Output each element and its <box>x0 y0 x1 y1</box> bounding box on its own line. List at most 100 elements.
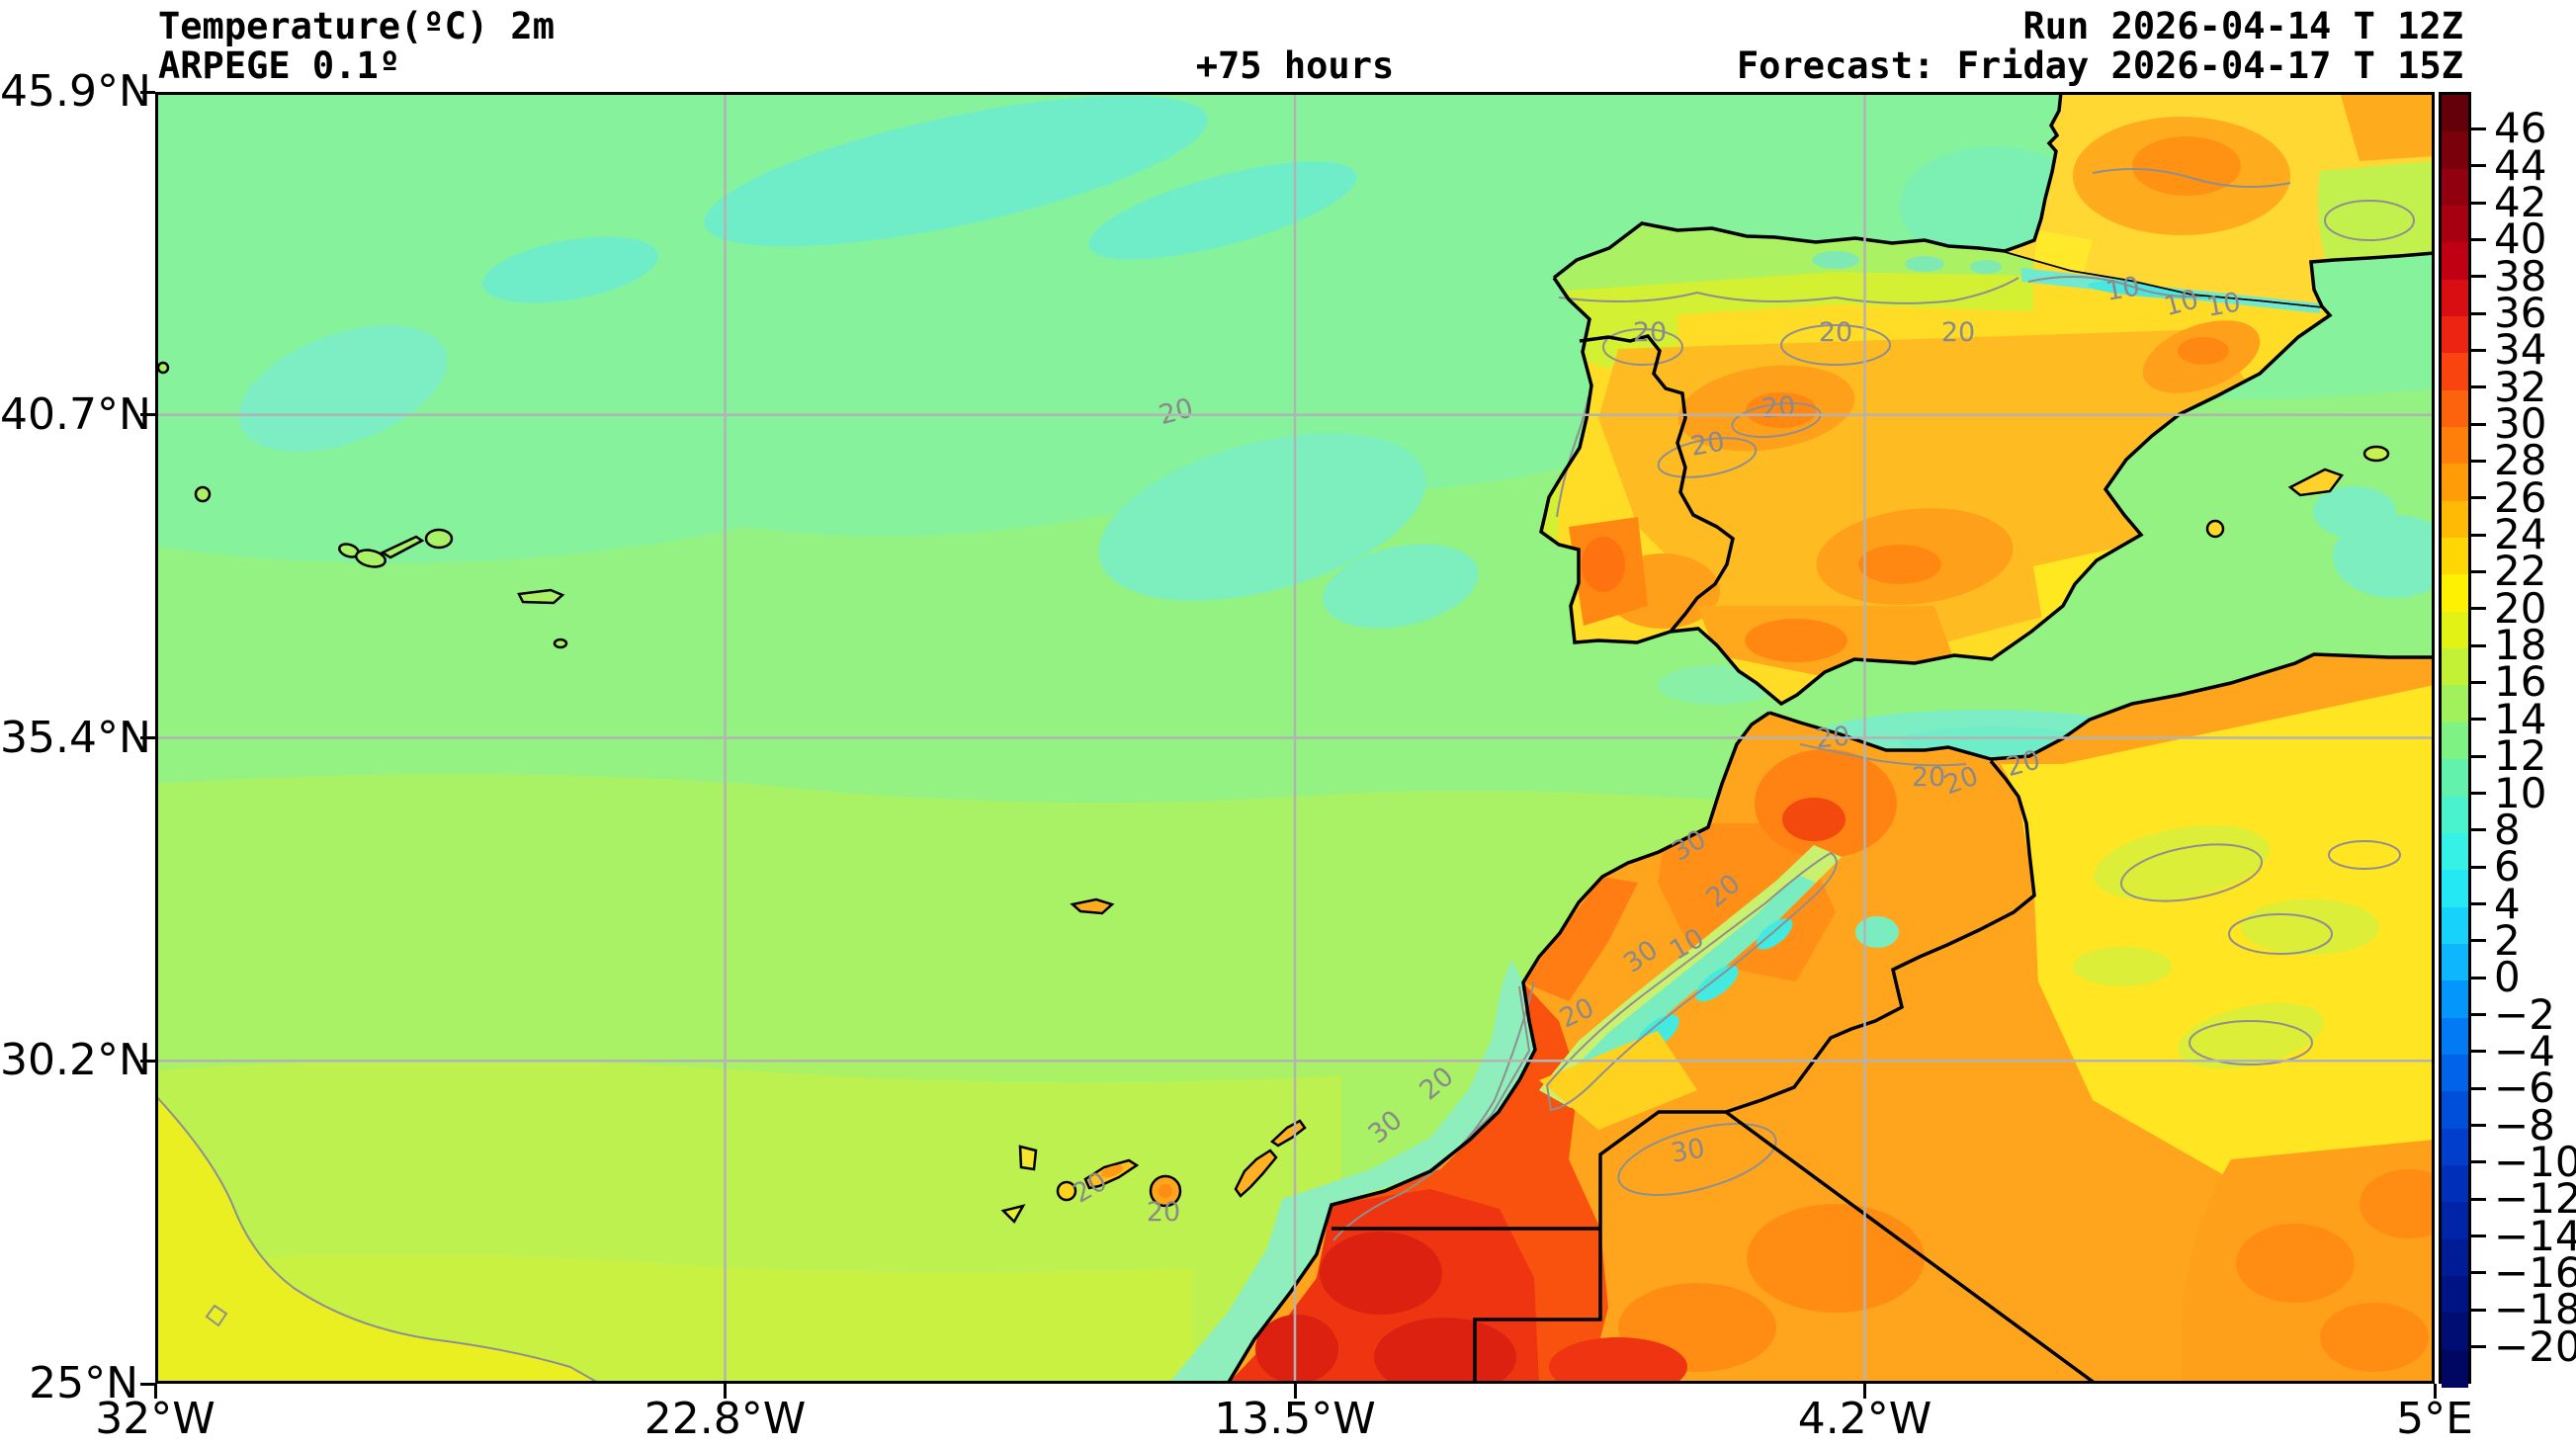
colorbar-segment <box>2442 906 2468 945</box>
colorbar-tick <box>2471 902 2486 906</box>
colorbar-tick-label: 4 <box>2494 879 2521 928</box>
colorbar-tick <box>2471 828 2486 832</box>
nspain-contour-line <box>1558 277 2019 304</box>
colorbar-tick-label: −4 <box>2494 1026 2555 1075</box>
x-tick-label: 4.2°W <box>1797 1394 1932 1444</box>
algeria-contour-ring <box>2119 843 2264 902</box>
colorbar-tick <box>2471 1197 2486 1201</box>
colorbar-tick <box>2471 348 2486 352</box>
gridlines <box>155 92 2435 1384</box>
colorbar-tick <box>2471 792 2486 795</box>
y-tick-label: 25°N <box>29 1358 138 1408</box>
colorbar-tick-label: −14 <box>2494 1211 2576 1260</box>
portugal-spain-border <box>1579 334 1735 634</box>
colorbar-segment <box>2442 206 2468 243</box>
colorbar-segment <box>2442 316 2468 354</box>
colorbar-tick <box>2471 1086 2486 1090</box>
colorbar-segment <box>2442 427 2468 466</box>
contour-value-label: 20 <box>1912 762 1945 793</box>
colorbar-segment <box>2442 168 2468 207</box>
western-sahara-borders <box>1331 1110 1726 1384</box>
y-tick <box>140 736 155 739</box>
colorbar-tick <box>2471 201 2486 205</box>
colorbar-tick <box>2471 422 2486 426</box>
contour-value-label: 10 <box>2204 287 2243 322</box>
colorbar-tick-label: 30 <box>2494 399 2547 449</box>
colorbar-segment <box>2442 279 2468 317</box>
colorbar-tick-label: 36 <box>2494 289 2547 338</box>
colorbar-tick-label: 38 <box>2494 251 2547 300</box>
colorbar-tick-label: −20 <box>2494 1321 2576 1371</box>
iberia-temperature-patches <box>1541 223 2320 675</box>
ocean-teal-patch <box>1098 433 1426 601</box>
y-tick <box>140 1382 155 1386</box>
colorbar-tick <box>2471 496 2486 500</box>
france-contour-ring <box>2324 200 2415 241</box>
y-tick <box>140 90 155 94</box>
lead-time-label: +75 hours <box>1195 44 1395 87</box>
spain-contour-ring <box>1657 437 1758 478</box>
y-tick-label: 45.9°N <box>0 66 151 117</box>
ocean-teal-streak <box>482 236 658 303</box>
morocco-algeria-border <box>1725 759 2036 1114</box>
map-plot: 20 20 20 20 20 20 10 10 10 20 30 20 30 10 20 20 30 20 20 20… <box>155 92 2435 1384</box>
azores-islands <box>156 361 568 649</box>
colorbar-tick-label: 26 <box>2494 472 2547 522</box>
y-tick-label: 40.7°N <box>0 388 151 440</box>
x-tick <box>2433 1384 2437 1399</box>
colorbar-tick <box>2471 1235 2486 1238</box>
y-tick <box>140 413 155 417</box>
colorbar-tick <box>2471 1050 2486 1054</box>
ocean-teal-patch <box>238 325 448 452</box>
colorbar-segment <box>2442 464 2468 502</box>
colorbar-segment <box>2442 500 2468 539</box>
colorbar-segment <box>2442 980 2468 1019</box>
colorbar-tick <box>2471 164 2486 168</box>
colorbar-tick-label: −8 <box>2494 1100 2555 1150</box>
colorbar-segment <box>2442 1349 2468 1388</box>
colorbar-segment <box>2442 759 2468 798</box>
france-contour <box>2092 168 2291 188</box>
colorbar-tick-label: 18 <box>2494 621 2547 670</box>
colorbar-tick <box>2471 1271 2486 1275</box>
colorbar-tick <box>2471 1160 2486 1164</box>
colorbar-tick-label: 2 <box>2494 915 2521 965</box>
colorbar-segment <box>2442 574 2468 613</box>
colorbar-tick <box>2471 533 2486 537</box>
atlas-contour-ring <box>1545 851 1838 1112</box>
colorbar-segment <box>2442 648 2468 687</box>
colorbar-segment <box>2442 685 2468 724</box>
colorbar-segment <box>2442 1128 2468 1166</box>
iberia-coastline <box>1539 221 2333 707</box>
colorbar-tick-label: −6 <box>2494 1064 2555 1113</box>
colorbar-tick <box>2471 1345 2486 1349</box>
sw-warm-ocean-wedge <box>155 1093 603 1384</box>
contour-value-label: 20 <box>1760 391 1797 425</box>
plot-frame <box>155 92 2435 1384</box>
x-tick <box>1863 1384 1866 1399</box>
x-tick <box>153 1384 157 1399</box>
colorbar-segment <box>2442 538 2468 576</box>
x-tick-label: 5°E <box>2396 1394 2473 1444</box>
colorbar-tick-label: 40 <box>2494 214 2547 264</box>
colorbar-tick <box>2471 1013 2486 1017</box>
colorbar-tick <box>2471 754 2486 758</box>
colorbar-segment <box>2442 832 2468 871</box>
colorbar-tick <box>2471 1308 2486 1312</box>
y-tick-label: 30.2°N <box>0 1035 151 1086</box>
colorbar-tick-label: 34 <box>2494 325 2547 375</box>
colorbar-tick <box>2471 865 2486 869</box>
colorbar-tick <box>2471 1124 2486 1128</box>
balearic-islands <box>2205 445 2390 539</box>
contour-value-label: 30 <box>1669 1133 1707 1168</box>
model-label: ARPEGE 0.1º <box>158 44 401 87</box>
colorbar-tick-label: 28 <box>2494 436 2547 485</box>
colorbar-tick <box>2471 237 2486 241</box>
colorbar-tick-label: 6 <box>2494 842 2521 892</box>
sahara-contour-ring <box>1617 1123 1777 1196</box>
colorbar-tick-label: 20 <box>2494 583 2547 633</box>
contour-value-label: 20 <box>1147 1197 1180 1228</box>
algeria-mauritania-border <box>1724 1110 2098 1384</box>
colorbar-tick <box>2471 127 2486 130</box>
